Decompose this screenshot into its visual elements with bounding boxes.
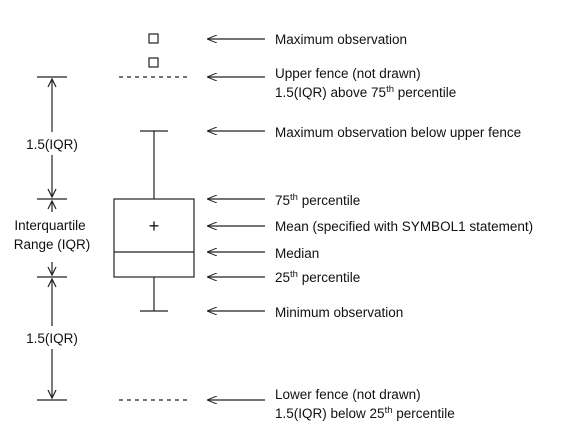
mean-symbol: + [149, 216, 160, 236]
pointer-arrows [208, 39, 265, 400]
upper-iqr-label: 1.5(IQR) [26, 137, 78, 152]
iqr-box [113, 198, 195, 278]
label-mean: Mean (specified with SYMBOL1 statement) [275, 219, 533, 234]
outlier-square [148, 57, 159, 68]
label-upper-fence: Upper fence (not drawn) [275, 66, 421, 81]
iqr-label-line2: Range (IQR) [14, 237, 91, 252]
lower-iqr-label: 1.5(IQR) [26, 331, 78, 346]
iqr-label-line1: Interquartile [14, 218, 85, 233]
label-min-observation: Minimum observation [275, 305, 403, 320]
label-25th-percentile: 25th percentile [275, 269, 360, 285]
left-dimension-markers [37, 76, 67, 401]
label-upper-fence-detail: 1.5(IQR) above 75th percentile [275, 84, 456, 100]
label-75th-percentile: 75th percentile [275, 192, 360, 208]
label-lower-fence: Lower fence (not drawn) [275, 387, 421, 402]
label-max-observation: Maximum observation [275, 32, 407, 47]
label-max-below-fence: Maximum observation below upper fence [275, 125, 521, 140]
label-median: Median [275, 246, 319, 261]
label-lower-fence-detail: 1.5(IQR) below 25th percentile [275, 405, 455, 421]
outlier-max-square [148, 33, 159, 44]
